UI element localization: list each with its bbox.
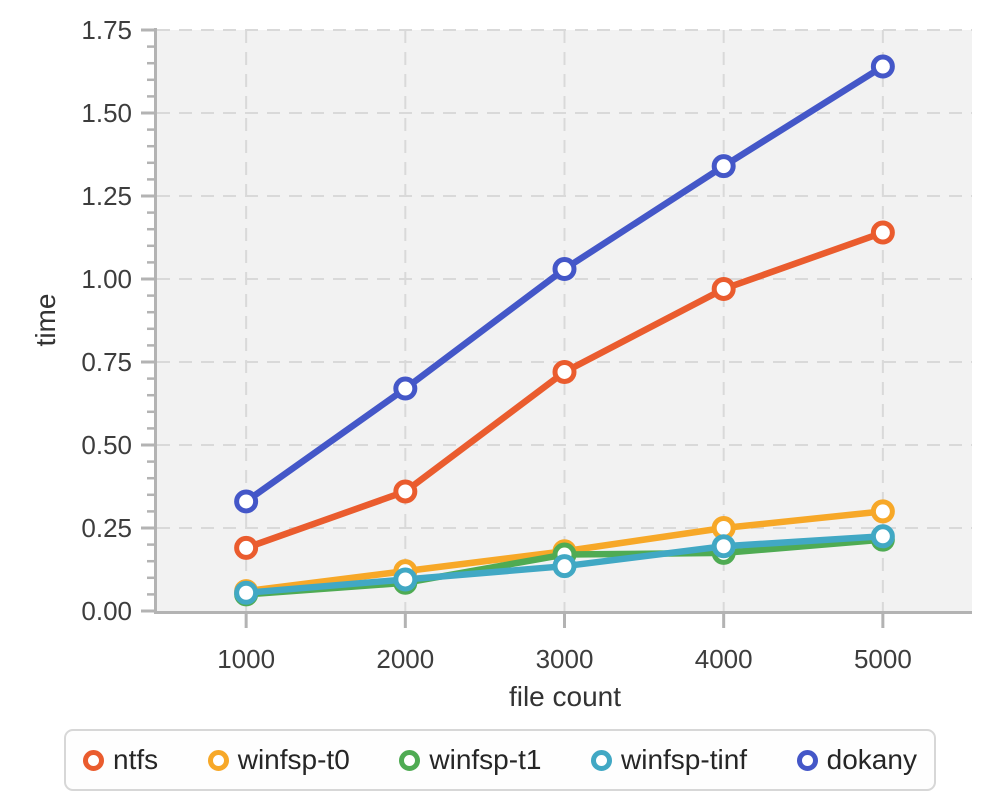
marker-winfsp-tinf: [711, 534, 736, 559]
marker-ntfs: [870, 220, 895, 245]
x-tick-label: 3000: [536, 644, 594, 674]
y-axis-title: time: [30, 293, 61, 347]
marker-winfsp-tinf: [870, 524, 895, 549]
x-tick-label: 5000: [854, 644, 912, 674]
x-tick-label: 1000: [217, 644, 275, 674]
x-tick-label: 2000: [376, 644, 434, 674]
plot-area: 0.00 0.25 0.50 0.75 1.00 1.25 1.50 1.75 1000 2000…: [81, 15, 972, 674]
legend-item-winfsp-t0: winfsp-t0: [207, 744, 350, 775]
legend-item-dokany: dokany: [796, 744, 917, 775]
legend-label: ntfs: [113, 744, 159, 775]
legend: ntfs winfsp-t0 winfsp-t1 winfsp-tinf dokany: [64, 729, 936, 791]
marker-dokany: [711, 154, 736, 179]
marker-ntfs: [393, 479, 418, 504]
marker-winfsp-tinf: [393, 567, 418, 592]
marker-dokany: [234, 489, 259, 514]
x-tick-label: 4000: [695, 644, 753, 674]
marker-ntfs: [711, 276, 736, 301]
legend-item-winfsp-t1: winfsp-t1: [399, 746, 541, 774]
legend-item-ntfs: ntfs: [83, 746, 158, 774]
marker-ntfs: [234, 535, 259, 560]
y-tick-label: 1.50: [81, 98, 132, 128]
y-tick-label: 0.25: [81, 513, 132, 543]
legend-marker-winfsp-t1-icon: [399, 749, 421, 771]
legend-label: winfsp-t0: [237, 744, 350, 775]
legend-label: dokany: [826, 744, 917, 775]
legend-item-winfsp-tinf: winfsp-tinf: [591, 746, 747, 774]
legend-marker-winfsp-t0-icon: [207, 749, 229, 771]
y-tick-label: 0.00: [81, 596, 132, 626]
y-tick-label: 1.25: [81, 181, 132, 211]
legend-marker-winfsp-tinf-icon: [591, 749, 613, 771]
marker-dokany: [393, 376, 418, 401]
legend-label: winfsp-tinf: [621, 744, 748, 775]
y-tick-label: 1.00: [81, 264, 132, 294]
y-tick-label: 0.75: [81, 347, 132, 377]
x-axis-title: file count: [508, 681, 622, 712]
legend-marker-dokany-icon: [796, 749, 818, 771]
marker-dokany: [870, 54, 895, 79]
marker-ntfs: [552, 359, 577, 384]
y-tick-label: 0.50: [81, 430, 132, 460]
legend-label: winfsp-t1: [429, 744, 542, 775]
marker-dokany: [552, 257, 577, 282]
marker-winfsp-tinf: [552, 554, 577, 579]
marker-winfsp-tinf: [234, 580, 259, 605]
legend-marker-ntfs-icon: [83, 749, 104, 771]
marker-winfsp-t0: [870, 499, 895, 524]
y-tick-label: 1.75: [81, 15, 132, 45]
